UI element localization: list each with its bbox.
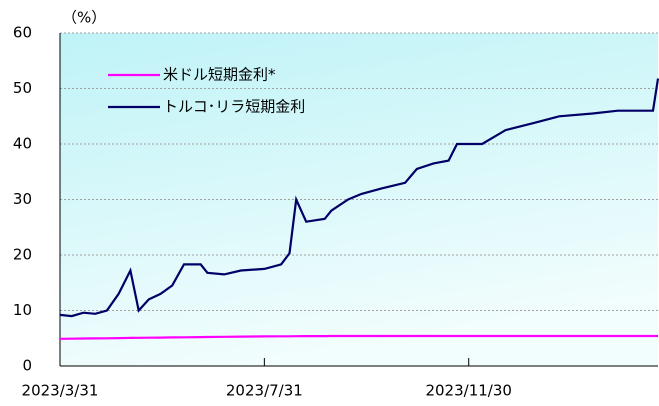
- y-tick-label: 10: [13, 301, 32, 319]
- y-tick-label: 20: [13, 246, 32, 264]
- y-tick-label: 40: [13, 135, 32, 153]
- x-tick-label: 2023/3/31: [22, 382, 99, 400]
- x-tick-label: 2023/11/30: [425, 382, 511, 400]
- plot-area: [60, 33, 658, 366]
- data-line: [59, 334, 658, 340]
- legend-label: トルコ･リラ短期金利: [163, 98, 305, 116]
- y-tick-label: 30: [13, 190, 32, 208]
- data-line: [59, 78, 659, 318]
- legend-label: 米ドル短期金利*: [163, 66, 276, 84]
- y-tick-label: 50: [13, 79, 32, 97]
- x-tick-label: 2023/7/31: [226, 382, 303, 400]
- y-axis-label: （%）: [62, 9, 106, 27]
- y-tick-label: 60: [13, 24, 32, 42]
- y-tick-label: 0: [22, 357, 32, 375]
